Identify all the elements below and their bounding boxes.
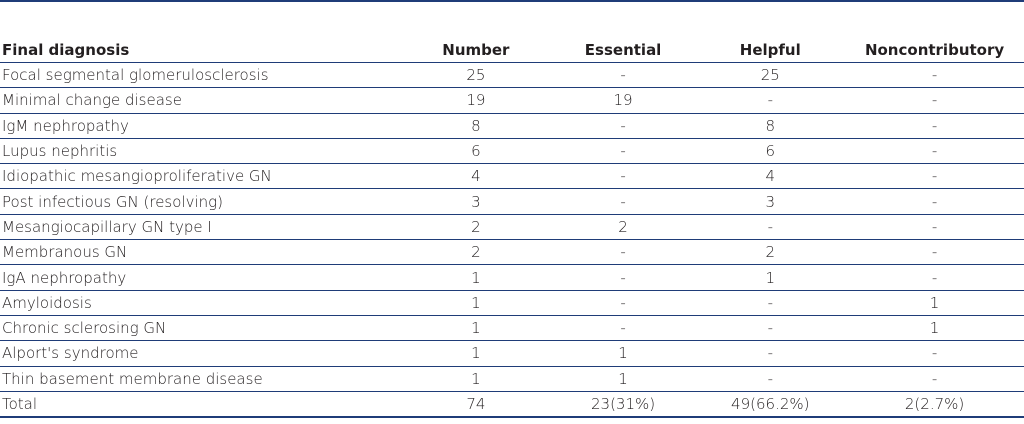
cell-diagnosis: Lupus nephritis bbox=[0, 138, 402, 165]
cell-diagnosis: IgA nephropathy bbox=[0, 264, 402, 291]
cell-number: 19 bbox=[401, 87, 551, 114]
cell-essential: - bbox=[550, 264, 696, 291]
cell-essential: - bbox=[550, 62, 696, 89]
cell-number: 74 bbox=[401, 391, 551, 419]
cell-number: 8 bbox=[401, 113, 551, 139]
top-rule bbox=[0, 0, 1024, 2]
header-essential: Essential bbox=[550, 34, 696, 63]
cell-diagnosis: Minimal change disease bbox=[0, 87, 402, 114]
cell-number: 1 bbox=[401, 315, 551, 342]
cell-noncontributory: - bbox=[845, 113, 1024, 139]
cell-number: 1 bbox=[401, 264, 551, 291]
cell-helpful: - bbox=[695, 214, 846, 241]
cell-number: 2 bbox=[401, 239, 551, 266]
cell-helpful: 6 bbox=[695, 138, 846, 165]
cell-helpful: - bbox=[695, 340, 846, 367]
cell-diagnosis: Thin basement membrane disease bbox=[0, 366, 402, 392]
table-row: IgM nephropathy 8-8- bbox=[0, 113, 1024, 139]
cell-helpful: - bbox=[695, 315, 846, 342]
diagnosis-table: Final diagnosis Number Essential Helpful… bbox=[0, 34, 1024, 419]
cell-essential: 23(31%) bbox=[550, 391, 696, 419]
cell-helpful: - bbox=[695, 87, 846, 114]
header-helpful: Helpful bbox=[695, 34, 846, 63]
cell-essential: - bbox=[550, 290, 696, 316]
cell-number: 25 bbox=[401, 62, 551, 89]
cell-noncontributory: - bbox=[845, 239, 1024, 266]
cell-number: 6 bbox=[401, 138, 551, 165]
cell-noncontributory: - bbox=[845, 163, 1024, 190]
table-row: Focal segmental glomerulosclerosis 25-25- bbox=[0, 62, 1024, 89]
header-number: Number bbox=[401, 34, 551, 63]
cell-essential: - bbox=[550, 239, 696, 266]
cell-number: 4 bbox=[401, 163, 551, 190]
cell-noncontributory: 1 bbox=[845, 290, 1024, 316]
cell-diagnosis: Alport's syndrome bbox=[0, 340, 402, 367]
cell-number: 1 bbox=[401, 366, 551, 392]
cell-essential: - bbox=[550, 315, 696, 342]
table-row: Lupus nephritis 6-6- bbox=[0, 138, 1024, 165]
table-row: Idiopathic mesangioproliferative GN 4-4- bbox=[0, 163, 1024, 190]
table-row: Minimal change disease 19 19- - bbox=[0, 87, 1024, 114]
cell-diagnosis: Mesangiocapillary GN type I bbox=[0, 214, 402, 241]
header-final-diagnosis: Final diagnosis bbox=[0, 34, 402, 63]
cell-helpful: 49(66.2%) bbox=[695, 391, 846, 419]
cell-essential: - bbox=[550, 163, 696, 190]
total-row: Total 74 23(31%) 49(66.2%) 2(2.7%) bbox=[0, 391, 1024, 419]
table-row: Chronic sclerosing GN 1- -1 bbox=[0, 315, 1024, 342]
table-row: Alport's syndrome 1 1- - bbox=[0, 340, 1024, 367]
cell-essential: - bbox=[550, 113, 696, 139]
cell-noncontributory: - bbox=[845, 87, 1024, 114]
cell-number: 2 bbox=[401, 214, 551, 241]
cell-helpful: - bbox=[695, 290, 846, 316]
cell-noncontributory: - bbox=[845, 214, 1024, 241]
cell-helpful: 3 bbox=[695, 188, 846, 215]
cell-diagnosis: Chronic sclerosing GN bbox=[0, 315, 402, 342]
cell-essential: 19 bbox=[550, 87, 696, 114]
cell-helpful: 2 bbox=[695, 239, 846, 266]
cell-noncontributory: - bbox=[845, 138, 1024, 165]
cell-essential: 1 bbox=[550, 366, 696, 392]
cell-helpful: 1 bbox=[695, 264, 846, 291]
cell-noncontributory: - bbox=[845, 62, 1024, 89]
cell-noncontributory: - bbox=[845, 340, 1024, 367]
cell-diagnosis: Post infectious GN (resolving) bbox=[0, 188, 402, 215]
table-row: IgA nephropathy 1-1- bbox=[0, 264, 1024, 291]
cell-number: 1 bbox=[401, 340, 551, 367]
cell-helpful: 8 bbox=[695, 113, 846, 139]
cell-noncontributory: - bbox=[845, 366, 1024, 392]
cell-noncontributory: 1 bbox=[845, 315, 1024, 342]
cell-diagnosis: Membranous GN bbox=[0, 239, 402, 266]
cell-noncontributory: 2(2.7%) bbox=[845, 391, 1024, 419]
cell-essential: - bbox=[550, 188, 696, 215]
cell-noncontributory: - bbox=[845, 188, 1024, 215]
cell-helpful: 25 bbox=[695, 62, 846, 89]
cell-number: 1 bbox=[401, 290, 551, 316]
cell-diagnosis: Amyloidosis bbox=[0, 290, 402, 316]
cell-diagnosis: Focal segmental glomerulosclerosis bbox=[0, 62, 402, 89]
table-row: Membranous GN 2-2- bbox=[0, 239, 1024, 266]
table-row: Amyloidosis 1- -1 bbox=[0, 290, 1024, 316]
cell-diagnosis: Total bbox=[0, 391, 402, 419]
cell-helpful: 4 bbox=[695, 163, 846, 190]
cell-noncontributory: - bbox=[845, 264, 1024, 291]
table-row: Thin basement membrane disease 1 1- - bbox=[0, 366, 1024, 392]
cell-essential: 1 bbox=[550, 340, 696, 367]
cell-helpful: - bbox=[695, 366, 846, 392]
header-noncontributory: Noncontributory bbox=[845, 34, 1024, 63]
header-row: Final diagnosis Number Essential Helpful… bbox=[0, 34, 1024, 63]
cell-essential: - bbox=[550, 138, 696, 165]
table-row: Post infectious GN (resolving) 3-3- bbox=[0, 188, 1024, 215]
cell-diagnosis: IgM nephropathy bbox=[0, 113, 402, 139]
cell-diagnosis: Idiopathic mesangioproliferative GN bbox=[0, 163, 402, 190]
cell-number: 3 bbox=[401, 188, 551, 215]
cell-essential: 2 bbox=[550, 214, 696, 241]
